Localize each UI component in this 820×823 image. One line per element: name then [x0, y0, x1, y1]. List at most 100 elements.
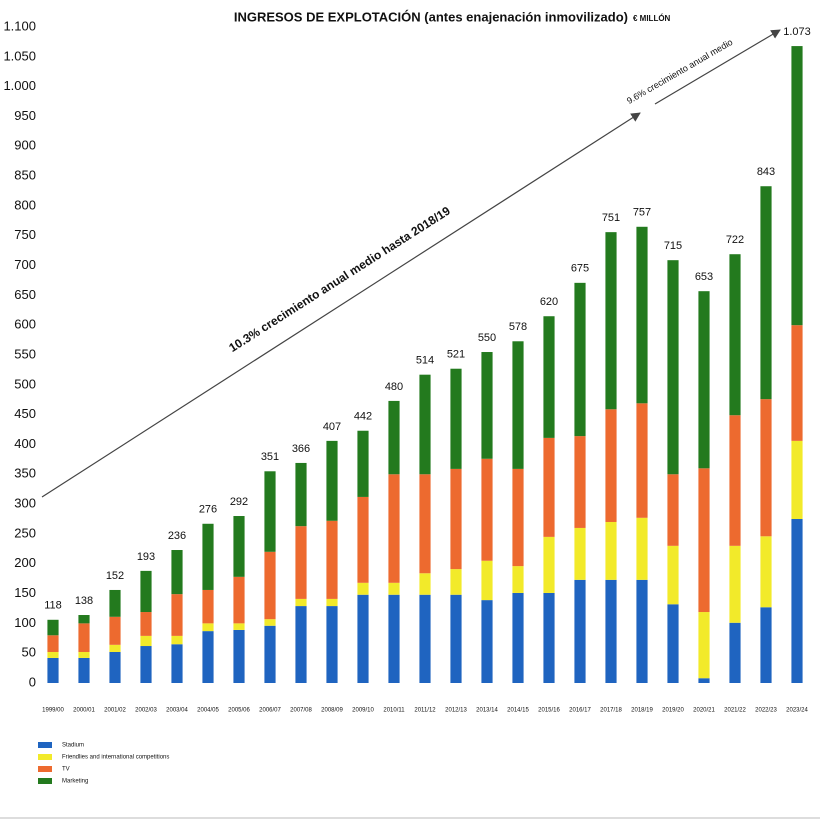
y-tick-label: 350: [14, 466, 36, 481]
bar-segment: [326, 598, 338, 607]
total-label: 152: [106, 570, 124, 582]
bar-segment: [760, 186, 772, 400]
total-label: 521: [447, 349, 465, 361]
bar-segment: [202, 631, 214, 683]
bar-segment: [760, 607, 772, 683]
x-tick-label: 2008/09: [321, 708, 343, 714]
y-tick-label: 0: [29, 674, 36, 689]
bar-segment: [295, 606, 307, 683]
x-tick-label: 2004/05: [197, 708, 219, 714]
x-tick-label: 2019/20: [662, 708, 684, 714]
legend-label: Stadium: [62, 743, 84, 749]
y-tick-label: 700: [14, 257, 36, 272]
bar-segment: [791, 325, 803, 441]
bar-segment: [605, 409, 617, 522]
growth-arrow: [41, 112, 641, 498]
chart-title: INGRESOS DE EXPLOTACIÓN (antes enajenaci…: [234, 9, 628, 24]
annotation: 10.3% crecimiento anual medio hasta 2018…: [226, 204, 453, 355]
bar-segment: [78, 657, 90, 683]
bar-segment: [574, 282, 586, 437]
bar-segment: [481, 352, 493, 459]
bar-segment: [295, 598, 307, 607]
total-label: 138: [75, 595, 93, 607]
x-tick-label: 2007/08: [290, 708, 312, 714]
legend-swatch: [38, 766, 52, 772]
bar-segment: [667, 545, 679, 605]
total-label: 675: [571, 263, 589, 275]
x-tick-label: 2000/01: [73, 708, 95, 714]
bar-segment: [357, 496, 369, 583]
bar-segment: [419, 573, 431, 595]
x-tick-label: 2012/13: [445, 708, 467, 714]
bar-segment: [605, 579, 617, 683]
bar-segment: [202, 623, 214, 632]
x-tick-label: 2016/17: [569, 708, 591, 714]
total-label: 578: [509, 321, 527, 333]
bar-segment: [171, 635, 183, 645]
bar-segment: [729, 415, 741, 546]
total-label: 442: [354, 411, 372, 423]
legend-swatch: [38, 778, 52, 784]
x-tick-label: 2003/04: [166, 708, 188, 714]
total-label: 1.073: [783, 26, 811, 38]
y-tick-label: 100: [14, 615, 36, 630]
bar-segment: [419, 374, 431, 475]
bar-segment: [233, 629, 245, 683]
total-label: 843: [757, 166, 775, 178]
bar-segment: [698, 678, 710, 683]
y-tick-label: 1.100: [3, 18, 36, 33]
legend-swatch: [38, 742, 52, 748]
bar-segment: [791, 519, 803, 683]
bar-segment: [667, 260, 679, 475]
y-tick-label: 400: [14, 436, 36, 451]
y-tick-label: 250: [14, 525, 36, 540]
bar-segment: [574, 436, 586, 528]
chart-subtitle: € MILLÓN: [633, 14, 671, 23]
bar-segment: [140, 570, 152, 613]
y-tick-label: 800: [14, 197, 36, 212]
x-tick-label: 2018/19: [631, 708, 653, 714]
bar-segment: [264, 471, 276, 552]
bar-segment: [605, 521, 617, 580]
bar-segment: [109, 616, 121, 645]
y-tick-label: 850: [14, 168, 36, 183]
growth-arrow: [654, 29, 781, 105]
total-label: 722: [726, 234, 744, 246]
bar-segment: [357, 594, 369, 683]
bar-segment: [760, 536, 772, 608]
bar-segment: [791, 46, 803, 326]
y-tick-label: 150: [14, 585, 36, 600]
bar-segment: [574, 527, 586, 580]
x-tick-label: 2020/21: [693, 708, 715, 714]
bar-segment: [636, 579, 648, 683]
bar-segment: [47, 657, 59, 683]
bar-segment: [388, 594, 400, 683]
total-label: 715: [664, 240, 682, 252]
bar-segment: [233, 576, 245, 624]
total-label: 276: [199, 504, 217, 516]
bar-segment: [512, 566, 524, 593]
bar-segment: [512, 592, 524, 683]
bar-segment: [202, 523, 214, 590]
y-tick-label: 500: [14, 376, 36, 391]
total-label: 550: [478, 332, 496, 344]
y-tick-label: 600: [14, 317, 36, 332]
bar-segment: [109, 644, 121, 652]
bar-segment: [512, 341, 524, 469]
bar-segment: [636, 403, 648, 518]
total-label: 751: [602, 212, 620, 224]
x-tick-label: 2010/11: [383, 708, 405, 714]
bar-segment: [264, 619, 276, 626]
y-tick-label: 550: [14, 346, 36, 361]
bar-segment: [450, 368, 462, 469]
y-tick-label: 450: [14, 406, 36, 421]
bar-segment: [264, 625, 276, 683]
total-label: 480: [385, 381, 403, 393]
bar-segment: [295, 526, 307, 599]
total-label: 351: [261, 451, 279, 463]
x-tick-label: 2022/23: [755, 708, 777, 714]
x-tick-label: 2001/02: [104, 708, 126, 714]
bar-segment: [729, 254, 741, 416]
total-label: 757: [633, 207, 651, 219]
